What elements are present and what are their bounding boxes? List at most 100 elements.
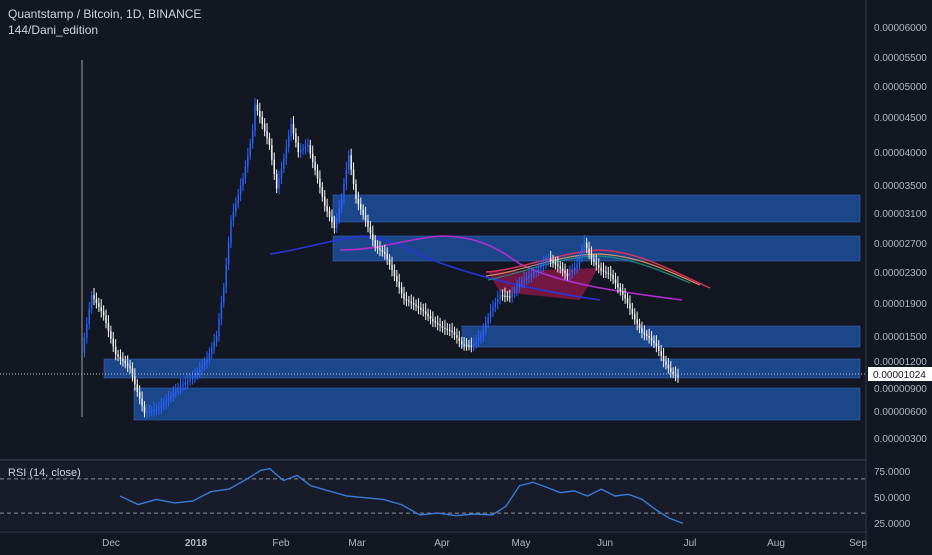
candle-body: [393, 270, 396, 276]
candle-body: [138, 391, 141, 399]
candle-body: [314, 161, 316, 171]
candle-body: [400, 287, 403, 294]
candle-body: [369, 227, 372, 234]
x-tick-label: Apr: [434, 538, 450, 549]
y-tick-label: 0.00003500: [874, 181, 927, 192]
y-tick-label: 0.00002700: [874, 239, 927, 250]
candle-body: [335, 218, 338, 228]
candle-body: [126, 363, 129, 366]
candle-body: [213, 341, 215, 348]
candle-body: [662, 356, 665, 361]
candle-body: [475, 341, 477, 344]
candle-body: [621, 291, 624, 295]
candle-body: [153, 410, 155, 412]
y-tick-label: 0.00005500: [874, 53, 927, 64]
y-tick-label: 0.00006000: [874, 23, 927, 34]
y-tick-label: 0.00005000: [874, 82, 927, 93]
candle-body: [566, 273, 569, 276]
candle-body: [408, 300, 410, 302]
ma-line: [485, 249, 711, 289]
candle-body: [131, 368, 134, 377]
candle-body: [247, 155, 249, 167]
candle-body: [215, 336, 218, 342]
candle-body: [643, 332, 646, 335]
candle-body: [367, 220, 369, 228]
candle-body: [254, 104, 256, 131]
candle-body: [86, 323, 88, 339]
candle-body: [626, 298, 629, 304]
candle-body: [83, 338, 86, 353]
candle-body: [564, 270, 566, 274]
candle-body: [484, 323, 487, 330]
candle-body: [348, 155, 350, 170]
candle-body: [516, 286, 518, 291]
candle-body: [444, 327, 446, 329]
candle-body: [482, 329, 485, 336]
candle-body: [633, 314, 636, 320]
candle-body: [501, 295, 504, 297]
candle-body: [497, 299, 499, 303]
candle-body: [499, 295, 501, 300]
candle-body: [352, 169, 355, 184]
candle-body: [307, 145, 309, 147]
candle-body: [189, 379, 191, 381]
candle-body: [117, 354, 119, 357]
candle-body: [480, 336, 482, 339]
candle-body: [557, 264, 559, 267]
candle-body: [323, 196, 326, 206]
candle-body: [600, 267, 602, 271]
candle-body: [494, 303, 497, 308]
candle-body: [232, 211, 235, 221]
candle-body: [492, 307, 494, 312]
candle-body: [525, 277, 528, 280]
candle-body: [638, 323, 641, 329]
y-tick-label: 0.00001200: [874, 357, 927, 368]
candle-body: [326, 206, 328, 212]
candle-body: [646, 334, 648, 336]
candle-body: [576, 264, 578, 268]
study-name: 144/Dani_edition: [8, 23, 99, 37]
candle-body: [155, 409, 158, 411]
candle-body: [328, 211, 331, 217]
candle-body: [191, 377, 194, 379]
candle-body: [658, 346, 660, 351]
candle-body: [275, 174, 278, 189]
candle-body: [206, 359, 208, 363]
candle-body: [456, 334, 458, 339]
candle-body: [194, 375, 196, 378]
candle-body: [388, 259, 391, 265]
candle-body: [391, 264, 393, 271]
candle-body: [239, 186, 242, 195]
candle-body: [432, 318, 434, 322]
candle-body: [93, 295, 95, 300]
last-price-label: 0.00001024: [873, 370, 926, 381]
x-tick-label: 2018: [185, 538, 208, 549]
candle-body: [290, 124, 292, 136]
candle-body: [597, 264, 600, 268]
candle-body: [259, 110, 261, 117]
ma-line: [485, 253, 701, 286]
candle-body: [672, 371, 674, 374]
candle-body: [429, 316, 432, 319]
candle-body: [112, 338, 114, 347]
candle-body: [549, 258, 552, 261]
candle-body: [186, 380, 189, 383]
candle-body: [434, 321, 437, 323]
candle-body: [372, 233, 374, 241]
y-tick-label: 0.00000600: [874, 407, 927, 418]
candle-body: [261, 117, 263, 124]
candle-body: [458, 338, 461, 342]
candle-body: [129, 365, 131, 369]
candle-body: [319, 178, 321, 188]
candle-body: [292, 124, 295, 134]
candle-body: [230, 220, 232, 243]
candle-body: [624, 294, 626, 299]
candle-body: [162, 403, 165, 406]
candle-body: [405, 299, 408, 301]
candle-body: [350, 155, 352, 170]
candle-body: [554, 262, 557, 265]
candle-body: [396, 275, 398, 282]
zone-box: [103, 358, 861, 379]
candle-body: [302, 148, 304, 151]
